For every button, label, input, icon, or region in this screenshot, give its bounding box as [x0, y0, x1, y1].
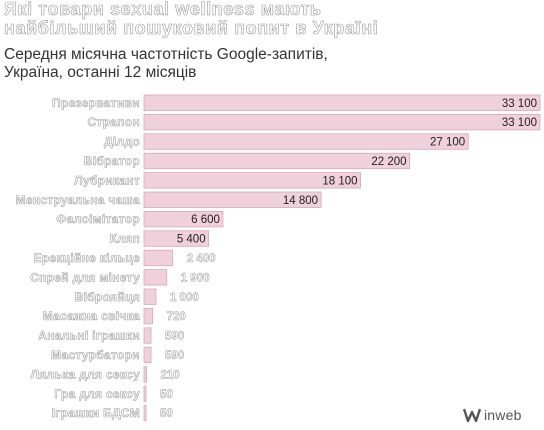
value-label: 2 400	[187, 253, 216, 265]
category-label: Спрей для мінету	[30, 270, 140, 284]
value-label: 5 400	[177, 234, 206, 246]
bar	[143, 288, 157, 305]
bar	[143, 346, 152, 364]
chart-title-wrap: Які товари sexual wellness мають найбіль…	[4, 0, 540, 38]
bar	[143, 152, 410, 170]
bar	[143, 327, 152, 344]
category-label: Менструальна чаша	[15, 193, 140, 207]
category-label: Ділдо	[104, 135, 140, 149]
value-label: 50	[160, 408, 173, 420]
brand-name: inweb	[484, 407, 522, 423]
bar	[143, 269, 168, 286]
value-label: 720	[167, 311, 186, 323]
bar	[143, 307, 154, 325]
value-label: 590	[165, 350, 184, 362]
category-label: Анальні іграшки	[38, 329, 140, 343]
chart-title: Які товари sexual wellness мають найбіль…	[4, 0, 379, 38]
category-label: Віброяйця	[75, 290, 140, 304]
category-label: Іграшки БДСМ	[52, 406, 140, 420]
bar	[143, 404, 147, 422]
bar	[143, 249, 174, 267]
category-label: Кляп	[110, 232, 140, 246]
value-label: 1 900	[181, 272, 210, 284]
category-label: Презервативи	[52, 96, 140, 110]
value-label: 50	[160, 389, 173, 401]
category-label: Масажна свічка	[43, 309, 140, 323]
category-label: Лялька для сексу	[31, 367, 140, 381]
category-label: Лубрикант	[74, 173, 140, 187]
bar	[143, 94, 541, 111]
bar	[143, 191, 322, 208]
category-label: Мастурбатори	[51, 348, 140, 362]
category-label: Страпон	[88, 115, 140, 129]
brand-logo: inweb	[463, 405, 522, 425]
bar	[143, 210, 224, 228]
category-label: Ерекційне кільце	[33, 251, 140, 265]
value-label: 22 200	[371, 156, 406, 168]
value-label: 6 600	[191, 214, 220, 226]
chart-subtitle: Середня місячна частотність Google-запит…	[4, 46, 328, 81]
bar	[143, 133, 469, 150]
value-label: 18 100	[322, 175, 357, 187]
value-label: 590	[165, 331, 184, 343]
bar	[143, 114, 541, 131]
value-label: 33 100	[502, 98, 537, 110]
category-label: Вібратор	[84, 154, 140, 168]
value-label: 27 100	[430, 137, 465, 149]
value-label: 210	[161, 369, 180, 381]
inweb-logo-icon	[463, 408, 481, 423]
bar	[143, 230, 210, 247]
value-label: 33 100	[502, 117, 537, 129]
value-label: 1 000	[170, 292, 199, 304]
bar	[143, 385, 147, 402]
category-label: Фалоімітатор	[56, 212, 140, 226]
value-label: 14 800	[283, 195, 318, 207]
category-label: Гра для сексу	[54, 387, 140, 401]
bar	[143, 172, 361, 189]
bar	[143, 366, 147, 383]
